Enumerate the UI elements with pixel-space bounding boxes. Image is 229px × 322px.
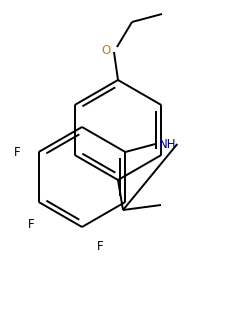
Text: F: F — [27, 217, 34, 231]
Text: O: O — [101, 43, 110, 56]
Text: F: F — [13, 146, 20, 158]
Text: NH: NH — [158, 137, 175, 150]
Text: F: F — [96, 241, 103, 253]
